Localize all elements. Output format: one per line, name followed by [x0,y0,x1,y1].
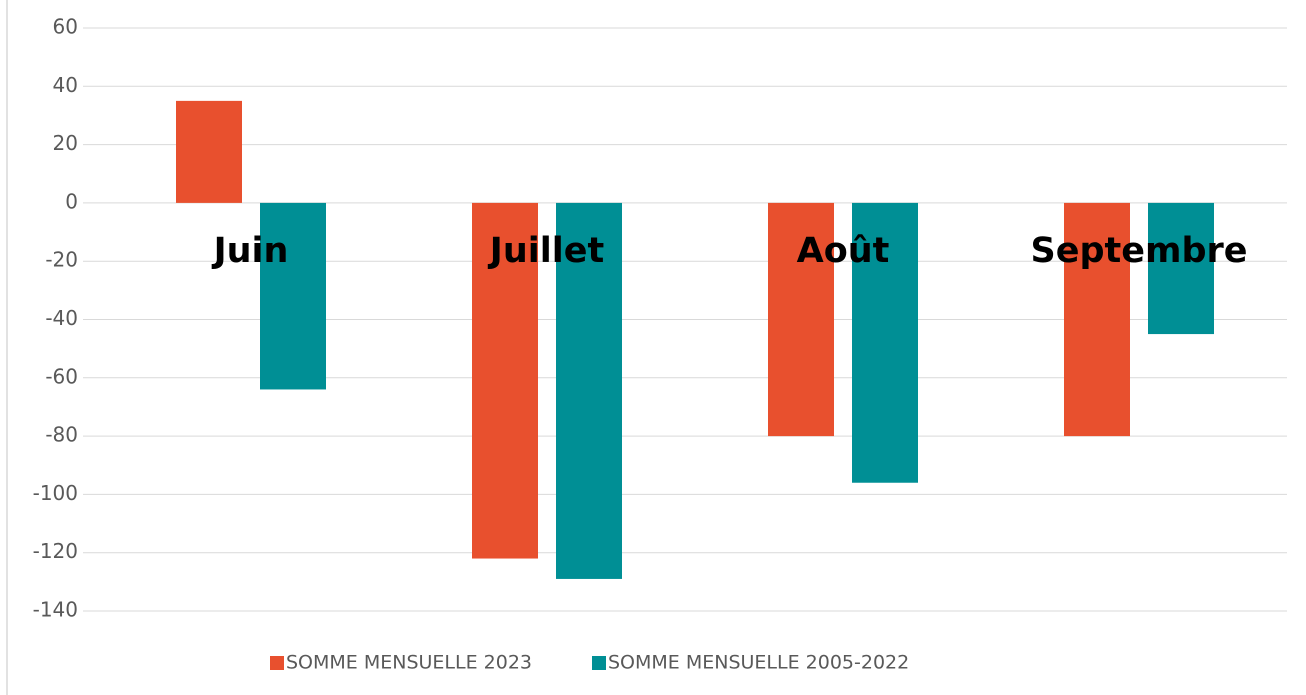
bar [260,202,326,390]
y-tick-label: 60 [53,15,78,39]
category-label: Août [797,231,890,271]
y-tick-label: 20 [53,131,78,155]
legend-label: SOMME MENSUELLE 2023 [286,652,532,674]
legend-swatch [592,656,606,670]
bar [768,202,834,437]
category-label: Juin [212,231,289,271]
legend-swatch [270,656,284,670]
bar [852,202,918,483]
bar [1148,202,1214,335]
bar [556,202,622,579]
y-tick-label: -120 [33,539,78,563]
category-label: Juillet [488,231,604,271]
y-tick-label: -80 [45,423,78,447]
bar [1064,202,1130,437]
bar [472,202,538,559]
y-tick-label: -100 [33,481,78,505]
y-tick-label: 40 [53,73,78,97]
y-tick-label: 0 [65,189,78,213]
y-tick-label: -40 [45,306,78,330]
y-tick-label: -60 [45,364,78,388]
y-tick-label: -140 [33,598,78,622]
category-label: Septembre [1031,231,1248,271]
y-tick-label: -20 [45,248,78,272]
legend-label: SOMME MENSUELLE 2005-2022 [608,652,909,674]
bar [176,100,242,203]
